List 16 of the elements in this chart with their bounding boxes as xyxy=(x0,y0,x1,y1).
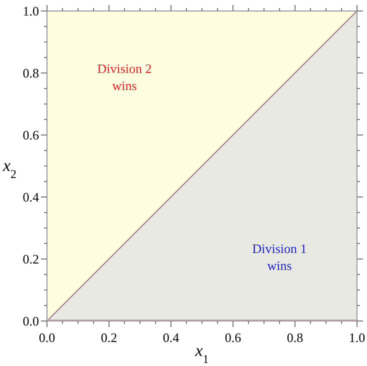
y-axis-title: x$_{2}$ xyxy=(2,156,17,181)
y-tick-label: 0.0 xyxy=(22,314,39,328)
y-tick-label: 0.2 xyxy=(22,252,39,266)
x-tick-label: 1.0 xyxy=(348,330,366,345)
y-tick-label: 0.4 xyxy=(22,190,40,204)
x-tick-label: 0.0 xyxy=(38,330,56,345)
y-tick-label: 0.8 xyxy=(22,66,39,80)
x-tick-label: 0.8 xyxy=(286,330,304,345)
x-axis-title: x$_{1}$ xyxy=(194,341,209,366)
y-tick-label: 0.6 xyxy=(22,128,40,142)
x-tick-label: 0.2 xyxy=(100,330,118,345)
y-tick-label: 1.0 xyxy=(22,4,39,18)
x-tick-label: 0.4 xyxy=(162,330,180,345)
x-tick-label: 0.6 xyxy=(224,330,242,345)
annotation: Division 1 wins xyxy=(252,240,307,273)
annotation: Division 2 wins xyxy=(97,61,152,93)
